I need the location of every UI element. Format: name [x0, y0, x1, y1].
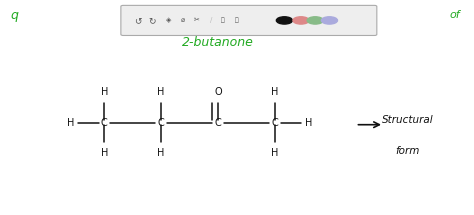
Text: ◈: ◈: [165, 17, 171, 23]
Text: Structural: Structural: [382, 115, 433, 125]
Text: H: H: [157, 87, 165, 97]
Text: ↻: ↻: [148, 16, 155, 25]
Text: /: /: [210, 17, 212, 23]
Text: 🖼: 🖼: [235, 18, 239, 23]
Text: C: C: [101, 118, 108, 127]
Text: ↺: ↺: [134, 16, 141, 25]
Text: C: C: [272, 118, 278, 127]
Circle shape: [307, 17, 323, 24]
Text: H: H: [67, 118, 74, 127]
Circle shape: [321, 17, 337, 24]
Text: O: O: [214, 87, 222, 97]
Text: ⌀: ⌀: [181, 17, 184, 23]
Text: C: C: [158, 118, 164, 127]
Text: 2-butanone: 2-butanone: [182, 37, 254, 49]
Text: ✂: ✂: [194, 17, 200, 23]
Text: H: H: [271, 87, 279, 97]
Text: H: H: [100, 87, 108, 97]
Text: H: H: [100, 148, 108, 158]
Text: form: form: [395, 146, 420, 155]
Circle shape: [276, 17, 292, 24]
Text: 🗔: 🗔: [221, 18, 225, 23]
Text: H: H: [157, 148, 165, 158]
Circle shape: [293, 17, 309, 24]
Text: C: C: [215, 118, 221, 127]
Text: of: of: [450, 10, 460, 20]
Text: q: q: [10, 9, 18, 22]
FancyBboxPatch shape: [121, 5, 377, 35]
Text: H: H: [305, 118, 312, 127]
Text: H: H: [271, 148, 279, 158]
